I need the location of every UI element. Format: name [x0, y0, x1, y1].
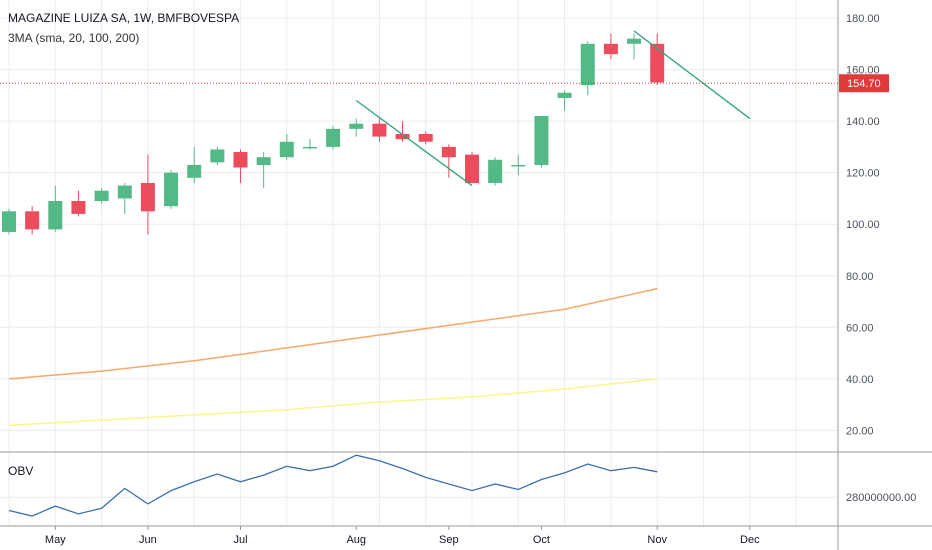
- candle-body: [187, 164, 202, 178]
- candle-body: [650, 43, 665, 83]
- candle-body: [326, 128, 341, 147]
- candle-body: [557, 92, 572, 98]
- candle-body: [627, 38, 642, 44]
- obv-tick-label: 280000000.00: [846, 492, 916, 504]
- candle-body: [164, 172, 179, 207]
- candle-body: [140, 182, 155, 212]
- y-tick-label: 20.00: [846, 425, 874, 437]
- candle-body: [488, 159, 503, 183]
- x-tick-label: Nov: [647, 534, 667, 546]
- x-tick-label: Aug: [346, 534, 366, 546]
- candle-body: [210, 149, 225, 163]
- trendlines: [355, 30, 751, 187]
- x-tick-label: Jun: [139, 534, 157, 546]
- candle-body: [349, 123, 364, 129]
- grid: [0, 0, 838, 526]
- candle-body: [71, 201, 86, 214]
- x-tick-label: Jul: [233, 534, 247, 546]
- candle-body: [256, 157, 271, 165]
- x-tick-label: Dec: [740, 534, 760, 546]
- candle-body: [117, 185, 132, 199]
- candle-body: [25, 211, 40, 230]
- candle-body: [372, 123, 387, 137]
- candle-body: [48, 201, 63, 230]
- candle-body: [302, 146, 317, 149]
- candle-body: [465, 154, 479, 183]
- candles: [2, 33, 665, 235]
- candle-body: [511, 164, 526, 167]
- y-tick-label: 60.00: [846, 322, 874, 334]
- obv-pane: [8, 454, 658, 517]
- candle-body: [395, 134, 410, 140]
- candle-body: [580, 43, 595, 86]
- candle-body: [603, 43, 618, 55]
- candle-body: [233, 152, 248, 168]
- candle-body: [418, 134, 433, 142]
- last-price-label: 154.70: [847, 78, 881, 90]
- y-tick-label: 100.00: [846, 219, 880, 231]
- x-tick-label: May: [45, 534, 66, 546]
- y-tick-label: 140.00: [846, 116, 880, 128]
- trendline: [633, 30, 751, 120]
- last-price-tag: [839, 74, 889, 93]
- indicator-legend: 3MA (sma, 20, 100, 200): [8, 31, 140, 45]
- y-tick-label: 80.00: [846, 271, 874, 283]
- candle-body: [534, 115, 549, 165]
- y-tick-label: 180.00: [846, 13, 880, 25]
- y-tick-label: 120.00: [846, 168, 880, 180]
- candle-body: [2, 211, 16, 232]
- chart-title: MAGAZINE LUIZA SA, 1W, BMFBOVESPA: [8, 11, 240, 25]
- candle-body: [94, 190, 109, 202]
- x-tick-label: Oct: [533, 534, 550, 546]
- ma-orange-line: [8, 287, 658, 380]
- candle-body: [279, 141, 294, 158]
- y-tick-label: 160.00: [846, 65, 880, 77]
- y-tick-label: 40.00: [846, 374, 874, 386]
- ma-yellow-line: [8, 378, 658, 426]
- candle-body: [441, 146, 456, 158]
- trendline: [355, 99, 473, 187]
- obv-label: OBV: [8, 464, 34, 478]
- obv-line: [8, 454, 658, 517]
- x-tick-label: Sep: [439, 534, 459, 546]
